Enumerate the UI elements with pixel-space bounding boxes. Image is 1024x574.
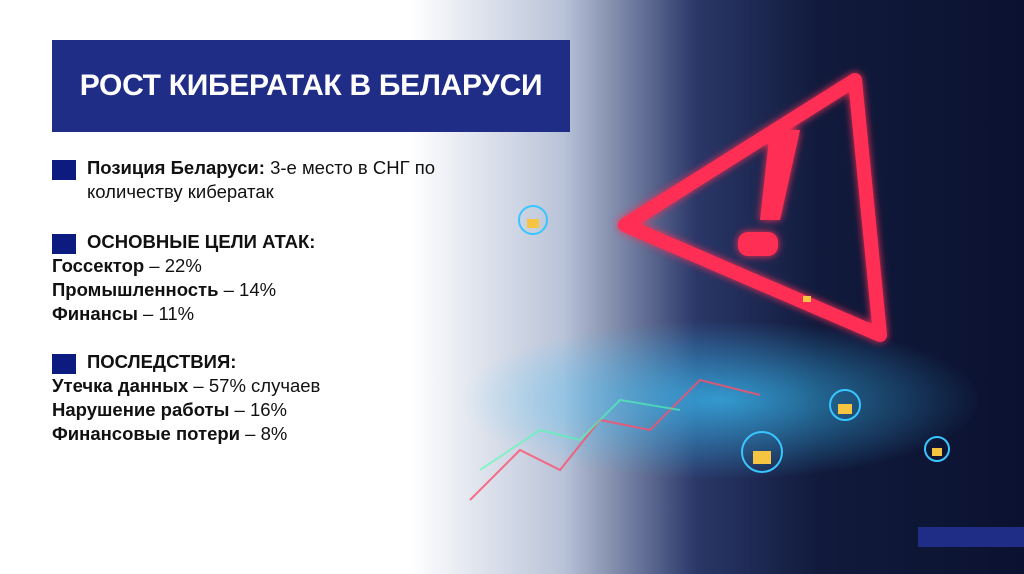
bullet-square-icon — [52, 234, 76, 254]
target-item: Промышленность – 14% — [52, 279, 277, 300]
consequences-section: ПОСЛЕДСТВИЯ: Утечка данных – 57% случаев… — [52, 350, 320, 446]
target-item: Госсектор – 22% — [52, 255, 202, 276]
lock-icon — [518, 205, 950, 473]
targets-heading: ОСНОВНЫЕ ЦЕЛИ АТАК: — [87, 231, 316, 252]
decorative-bar — [918, 527, 1024, 547]
consequence-item: Нарушение работы – 16% — [52, 399, 288, 420]
warning-triangle-icon — [618, 73, 887, 342]
position-label: Позиция Беларуси: — [87, 157, 265, 178]
targets-section: ОСНОВНЫЕ ЦЕЛИ АТАК: Госсектор – 22% Пром… — [52, 230, 315, 326]
target-item: Финансы – 11% — [52, 303, 195, 324]
position-text-2: количеству кибератак — [87, 181, 274, 202]
bullet-square-icon — [52, 160, 76, 180]
title-banner: РОСТ КИБЕРАТАК В БЕЛАРУСИ — [52, 40, 570, 132]
position-section: Позиция Беларуси: 3-е место в СНГ по коли… — [52, 156, 435, 204]
consequences-heading: ПОСЛЕДСТВИЯ: — [87, 351, 237, 372]
consequence-item: Финансовые потери – 8% — [52, 423, 288, 444]
slide-title: РОСТ КИБЕРАТАК В БЕЛАРУСИ — [79, 69, 543, 102]
bullet-square-icon — [52, 354, 76, 374]
consequence-item: Утечка данных – 57% случаев — [52, 375, 321, 396]
position-text: 3-е место в СНГ по — [264, 157, 436, 178]
